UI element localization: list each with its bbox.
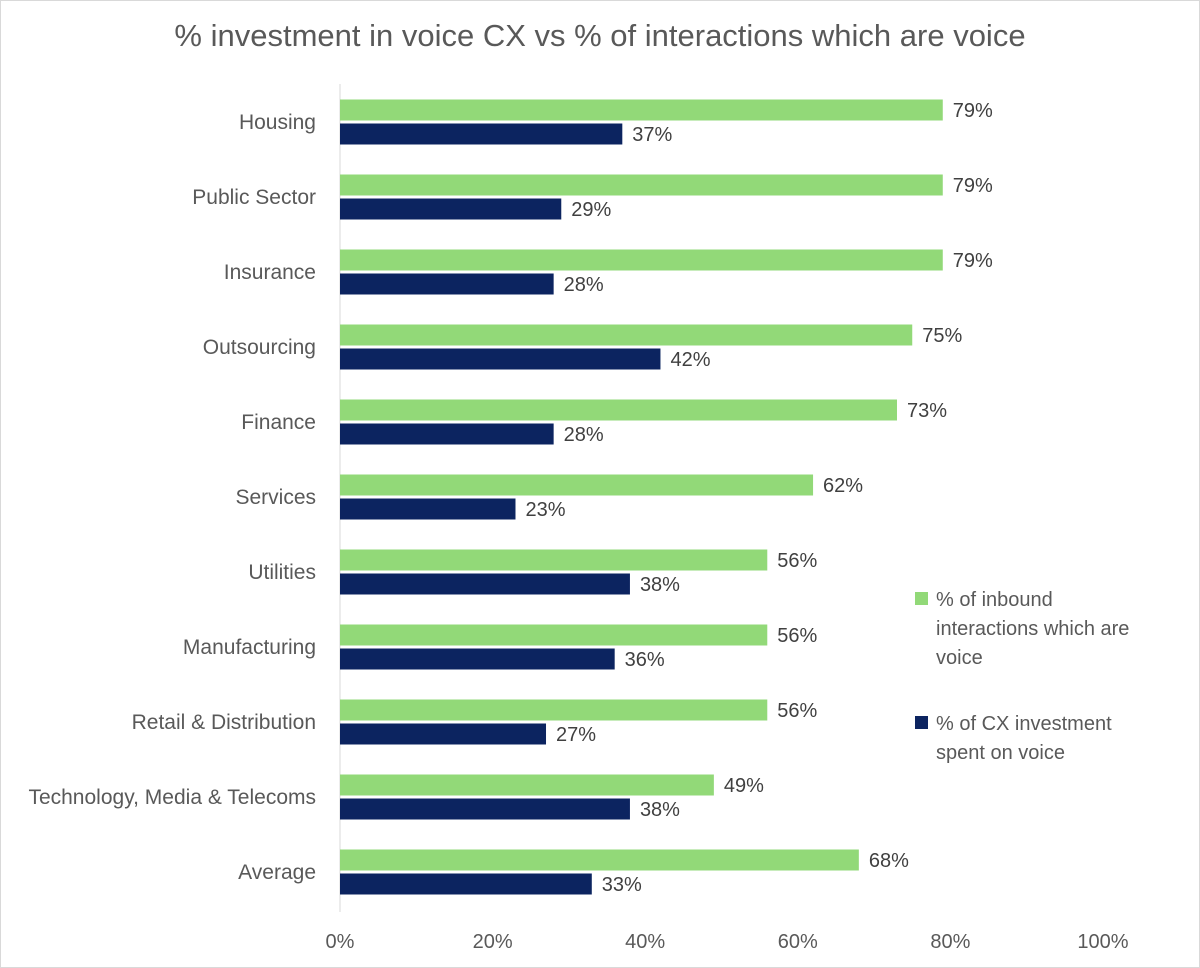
category-label: Outsourcing [203, 336, 316, 359]
legend-text-line: spent on voice [936, 742, 1065, 764]
bar-inbound-voice [340, 549, 768, 571]
data-label: 56% [777, 625, 817, 647]
bar-inbound-voice [340, 174, 943, 196]
category-label: Retail & Distribution [132, 711, 316, 734]
bar-investment-voice [340, 573, 630, 595]
category-label: Insurance [224, 261, 316, 284]
data-label: 79% [953, 175, 993, 197]
chart-title: % investment in voice CX vs % of interac… [174, 18, 1026, 53]
data-label: 28% [564, 424, 604, 446]
bar-investment-voice [340, 348, 661, 370]
data-label: 68% [869, 850, 909, 872]
bar-inbound-voice [340, 249, 943, 271]
data-label: 29% [571, 199, 611, 221]
bar-inbound-voice [340, 624, 768, 646]
category-label: Utilities [248, 561, 316, 584]
bar-investment-voice [340, 798, 630, 820]
bar-investment-voice [340, 648, 615, 670]
x-tick-label: 0% [326, 931, 355, 953]
bar-investment-voice [340, 498, 516, 520]
category-label: Average [238, 861, 316, 884]
x-tick-label: 100% [1077, 931, 1128, 953]
data-label: 27% [556, 724, 596, 746]
bar-investment-voice [340, 873, 592, 895]
legend-text-line: interactions which are [936, 618, 1129, 640]
bar-investment-voice [340, 198, 562, 220]
data-label: 49% [724, 775, 764, 797]
bar-investment-voice [340, 123, 623, 145]
data-label: 23% [525, 499, 565, 521]
data-label: 28% [564, 274, 604, 296]
data-label: 36% [625, 649, 665, 671]
data-label: 38% [640, 799, 680, 821]
category-label: Housing [239, 111, 316, 134]
legend-entry-label: % of inbound interactions which are voice [936, 589, 1129, 669]
data-label: 38% [640, 574, 680, 596]
data-label: 75% [922, 325, 962, 347]
legend-text-line: % of CX investment [936, 713, 1112, 735]
bar-investment-voice [340, 723, 547, 745]
data-label: 56% [777, 550, 817, 572]
legend-swatch-investment [915, 716, 928, 729]
legend-text-line: voice [936, 647, 983, 669]
category-label: Manufacturing [183, 636, 316, 659]
data-label: 33% [602, 874, 642, 896]
bar-inbound-voice [340, 99, 943, 121]
legend-entry-label: % of CX investment spent on voice [936, 713, 1112, 764]
bar-inbound-voice [340, 774, 714, 796]
bar-inbound-voice [340, 474, 814, 496]
legend-swatch-inbound [915, 592, 928, 605]
data-label: 62% [823, 475, 863, 497]
data-label: 79% [953, 250, 993, 272]
bar-inbound-voice [340, 399, 897, 421]
data-label: 42% [670, 349, 710, 371]
category-label: Technology, Media & Telecoms [28, 786, 316, 809]
bar-inbound-voice [340, 699, 768, 721]
data-label: 56% [777, 700, 817, 722]
bar-inbound-voice [340, 324, 913, 346]
bar-investment-voice [340, 423, 554, 445]
data-label: 79% [953, 100, 993, 122]
category-label: Finance [241, 411, 316, 434]
bar-inbound-voice [340, 849, 859, 871]
x-tick-label: 60% [778, 931, 818, 953]
category-label: Public Sector [192, 186, 316, 209]
x-tick-label: 40% [625, 931, 665, 953]
category-label: Services [235, 486, 316, 509]
legend-text-line: % of inbound [936, 589, 1053, 611]
data-label: 37% [632, 124, 672, 146]
data-label: 73% [907, 400, 947, 422]
x-tick-label: 80% [930, 931, 970, 953]
bar-investment-voice [340, 273, 554, 295]
x-tick-label: 20% [473, 931, 513, 953]
